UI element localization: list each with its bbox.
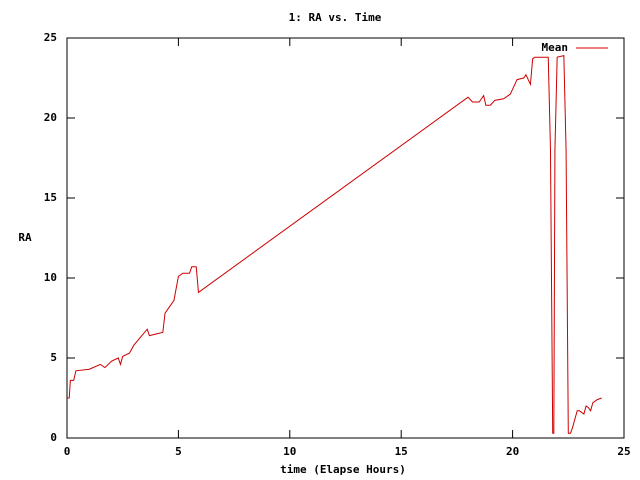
x-tick-label: 0 [64, 445, 71, 458]
y-tick-label: 10 [44, 271, 57, 284]
chart-title: 1: RA vs. Time [289, 11, 382, 24]
y-tick-label: 15 [44, 191, 57, 204]
y-tick-label: 20 [44, 111, 57, 124]
x-tick-label: 25 [617, 445, 630, 458]
x-tick-label: 5 [175, 445, 182, 458]
y-tick-label: 5 [50, 351, 57, 364]
y-tick-label: 25 [44, 31, 57, 44]
x-tick-label: 20 [506, 445, 519, 458]
data-line [67, 54, 602, 434]
y-tick-label: 0 [50, 431, 57, 444]
plot-frame [66, 37, 625, 439]
x-tick-label: 10 [283, 445, 296, 458]
legend-label: Mean [542, 41, 569, 54]
y-axis-label: RA [18, 231, 32, 244]
x-tick-label: 15 [395, 445, 408, 458]
x-axis-label: time (Elapse Hours) [280, 463, 406, 476]
